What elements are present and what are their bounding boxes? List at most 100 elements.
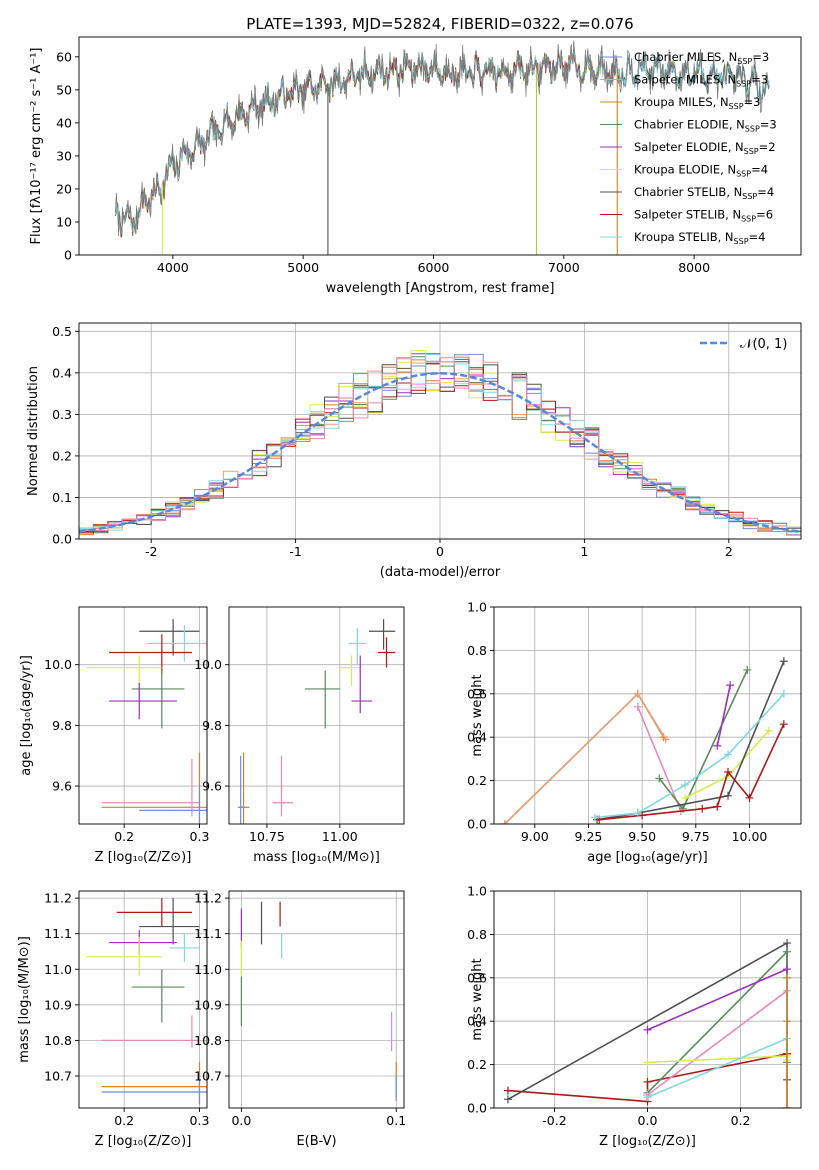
y-tick-label: 0.6: [467, 686, 487, 701]
x-axis-label: Z [log₁₀(Z/Z⊙)]: [95, 1134, 192, 1149]
y-tick-label: 10.0: [194, 657, 222, 672]
panel-0: 4000 5000 6000 7000 8000 0 10 20 30 40 50 60 wavelen…: [29, 36, 802, 296]
plot-area: [500, 657, 788, 824]
x-tick-label: 9.50: [628, 829, 656, 844]
panel-3: 10.75 11.00 9.6 9.8 10.0 mass [log₁₀(M/M⊙)]: [194, 606, 405, 865]
plot-area: [503, 939, 792, 1108]
mass-weight-line-pink: [637, 706, 682, 812]
legend-label-chabrier_miles: Chabrier MILES, NSSP=3: [634, 50, 769, 66]
axes-frame: 10.75 11.00 9.6 9.8 10.0 mass [log₁₀(M/M⊙)]: [194, 606, 405, 865]
x-axis-label: E(B-V): [296, 1134, 336, 1149]
mass-weight-marker-salpeter_elodie: [643, 1025, 652, 1034]
x-tick-label: 10.75: [249, 829, 285, 844]
x-tick-label: -2: [145, 544, 157, 559]
y-tick-label: 1.0: [467, 600, 487, 615]
mass-weight-marker-chabrier_stelib: [783, 939, 792, 948]
mass-weight-marker-salpeter_stelib: [503, 1086, 512, 1095]
y-axis-label: mass [log₁₀(M/M⊙)]: [17, 936, 32, 1063]
y-tick-label: 10: [56, 214, 72, 229]
y-tick-label: 20: [56, 181, 72, 196]
axes-border: [228, 890, 405, 1109]
x-tick-label: 0.0: [231, 1113, 251, 1128]
y-tick-label: 50: [56, 82, 72, 97]
y-tick-label: 9.8: [52, 718, 72, 733]
mass-weight-marker-salpeter_stelib: [724, 767, 733, 776]
y-tick-label: 10.9: [194, 997, 222, 1012]
mass-weight-marker-chabrier_elodie: [655, 774, 664, 783]
legend-label-salpeter_miles: Salpeter MILES, NSSP=3: [634, 73, 768, 89]
legend-label-kroupa_elodie: Kroupa ELODIE, NSSP=4: [634, 163, 768, 179]
mass-weight-line-chabrier_stelib: [596, 660, 785, 821]
mass-weight-marker-salpeter_elodie: [783, 965, 792, 974]
y-tick-label: 0.5: [52, 324, 72, 339]
plot-area: [79, 350, 801, 538]
y-tick-label: 60: [56, 49, 72, 64]
panel-4: 9.00 9.25 9.50 9.75 10.00 0.0 0.2 0.4 0.6 0.8 1.0 a…: [467, 600, 802, 865]
x-tick-label: 9.75: [682, 829, 710, 844]
panel-6: 0.0 0.1 10.7 10.8 10.9 11.0 11.1 11.2 E(B-V): [194, 890, 406, 1149]
y-tick-label: 40: [56, 115, 72, 130]
y-tick-label: 0.1: [52, 490, 72, 505]
panel-1: -2 -1 0 1 2 0.0 0.1 0.2 0.3 0.4 0.5 (data-model)/er…: [26, 322, 802, 580]
x-axis-label: mass [log₁₀(M/M⊙)]: [253, 850, 380, 865]
y-tick-label: 11.2: [44, 891, 72, 906]
mass-weight-marker-salpeter_miles: [633, 689, 642, 698]
panel-2: 0.2 0.3 9.6 9.8 10.0 Z [log₁₀(Z/Z⊙)] age [log₁…: [19, 606, 210, 865]
legend-label-gauss: 𝒩(0, 1): [740, 337, 787, 352]
y-tick-label: 0.8: [467, 643, 487, 658]
y-tick-label: 30: [56, 148, 72, 163]
x-tick-label: 0.2: [114, 1113, 134, 1128]
y-tick-label: 0.8: [467, 927, 487, 942]
gaussian-reference-line: [79, 372, 801, 533]
legend-label-salpeter_elodie: Salpeter ELODIE, NSSP=2: [634, 140, 776, 156]
y-tick-label: 0.4: [467, 1014, 487, 1029]
x-tick-label: 0.3: [190, 1113, 210, 1128]
x-tick-label: 0.3: [190, 829, 210, 844]
legend-label-chabrier_elodie: Chabrier ELODIE, NSSP=3: [634, 118, 777, 134]
x-tick-label: 0.2: [114, 829, 134, 844]
x-axis-label: age [log₁₀(age/yr)]: [587, 850, 708, 865]
legend-label-chabrier_stelib: Chabrier STELIB, NSSP=4: [634, 185, 774, 201]
mass-weight-marker-salpeter_elodie: [713, 741, 722, 750]
figure-title: PLATE=1393, MJD=52824, FIBERID=0322, z=0…: [246, 15, 633, 33]
spectrum-data-line: [115, 40, 770, 237]
plot-area: [240, 901, 397, 1101]
axes-border: [228, 606, 405, 825]
plot-area: [237, 619, 396, 824]
spectrum-legend: Chabrier MILES, NSSP=3 Salpeter MILES, NS…: [600, 50, 777, 246]
x-tick-label: 2: [725, 544, 733, 559]
y-axis-label: Normed distribution: [26, 366, 41, 496]
mass-weight-marker-salpeter_stelib: [698, 804, 707, 813]
y-tick-label: 1.0: [467, 884, 487, 899]
axes-border: [493, 606, 802, 825]
x-tick-label: 9.00: [521, 829, 549, 844]
panel-5: 0.2 0.3 10.7 10.8 10.9 11.0 11.1 11.2 Z [log₁₀(Z…: [17, 890, 210, 1149]
axes-border: [78, 606, 208, 825]
x-tick-label: 11.00: [322, 829, 358, 844]
x-tick-label: -0.2: [542, 1113, 566, 1128]
y-axis-label: Flux [fλ10⁻¹⁷ erg cm⁻² s⁻¹ A⁻¹]: [29, 48, 44, 245]
y-tick-label: 11.0: [194, 962, 222, 977]
plot-area: [86, 898, 207, 1105]
x-tick-label: 4000: [157, 260, 189, 275]
axes-frame: 0.0 0.1 10.7 10.8 10.9 11.0 11.1 11.2 E(B-V): [194, 890, 406, 1149]
mass-weight-marker-chabrier_stelib: [779, 657, 788, 666]
mass-weight-marker-chabrier_stelib: [724, 791, 733, 800]
mass-weight-marker-kroupa_stelib: [681, 780, 690, 789]
y-tick-label: 10.8: [194, 1033, 222, 1048]
y-tick-label: 0.0: [467, 817, 487, 832]
mass-weight-marker-kroupa_elodie: [643, 1058, 652, 1067]
y-tick-label: 0.6: [467, 970, 487, 985]
x-tick-label: 0.2: [731, 1113, 751, 1128]
mass-weight-marker-kroupa_stelib: [590, 813, 599, 822]
mass-weight-line-pink: [647, 990, 788, 1096]
mass-weight-marker-salpeter_elodie: [726, 681, 735, 690]
x-tick-label: -1: [289, 544, 301, 559]
mass-weight-marker-kroupa_elodie: [681, 793, 690, 802]
x-axis-label: (data-model)/error: [380, 565, 501, 580]
y-tick-label: 0.3: [52, 407, 72, 422]
y-tick-label: 0.0: [467, 1101, 487, 1116]
mass-weight-marker-chabrier_elodie: [783, 947, 792, 956]
axes-frame: 0.2 0.3 9.6 9.8 10.0 Z [log₁₀(Z/Z⊙)] age [log₁…: [19, 606, 210, 865]
mass-weight-marker-salpeter_miles: [500, 820, 509, 824]
